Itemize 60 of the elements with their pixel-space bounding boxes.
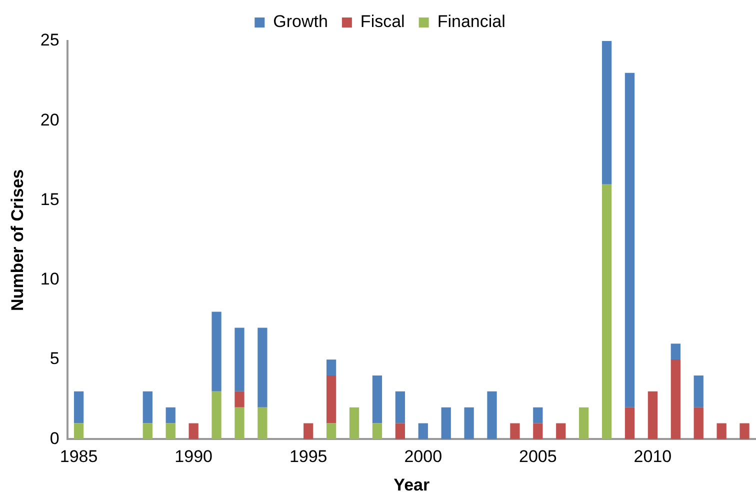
- bar: [234, 391, 244, 408]
- bar: [579, 407, 589, 440]
- x-tick-label: 1995: [289, 447, 328, 466]
- x-tick-label: 2005: [519, 447, 557, 466]
- bar: [441, 407, 451, 440]
- x-tick-label: 1985: [60, 447, 98, 466]
- bar: [556, 423, 566, 440]
- bar: [487, 391, 497, 440]
- bar: [670, 360, 680, 440]
- x-tick-label: 1990: [174, 447, 212, 466]
- bar: [304, 423, 314, 440]
- bar: [694, 375, 704, 408]
- bar: [74, 423, 84, 440]
- bar: [510, 423, 520, 440]
- bar: [326, 360, 336, 376]
- y-axis-title: Number of Crises: [8, 169, 27, 311]
- bar: [326, 375, 336, 424]
- y-tick-label: 15: [40, 190, 60, 209]
- legend-label: Growth: [273, 12, 328, 32]
- bar: [464, 407, 474, 440]
- bar: [533, 423, 543, 440]
- bar: [212, 312, 222, 392]
- y-tick-label: 0: [50, 428, 60, 448]
- y-tick-label: 5: [50, 349, 60, 368]
- bar: [74, 391, 84, 424]
- bar: [602, 184, 612, 440]
- bar: [258, 407, 268, 440]
- legend-label: Financial: [437, 12, 506, 32]
- bar: [372, 423, 382, 440]
- x-tick-label: 2010: [634, 447, 672, 466]
- bar: [740, 423, 750, 440]
- bar: [372, 375, 382, 424]
- x-tick-label: 2000: [404, 447, 442, 466]
- bar: [716, 423, 726, 440]
- bar: [142, 391, 152, 424]
- bar: [670, 344, 680, 360]
- bar: [234, 407, 244, 440]
- bar: [694, 407, 704, 440]
- y-tick-label: 10: [40, 270, 60, 289]
- bar: [326, 423, 336, 440]
- bar: [142, 423, 152, 440]
- bar: [166, 407, 176, 424]
- bar: [188, 423, 198, 440]
- bar: [602, 41, 612, 184]
- bar: [533, 407, 543, 424]
- bar: [648, 391, 658, 440]
- bar: [349, 407, 360, 440]
- bar: [395, 423, 405, 440]
- x-axis-title: Year: [394, 475, 430, 494]
- bar: [395, 391, 405, 424]
- legend-label: Fiscal: [360, 12, 405, 32]
- bar: [166, 423, 176, 440]
- bar: [624, 407, 635, 440]
- bar: [624, 72, 635, 408]
- bar: [258, 328, 268, 408]
- bar: [212, 391, 222, 440]
- y-tick-label: 25: [40, 30, 60, 50]
- bar: [234, 328, 244, 392]
- bar: [418, 423, 428, 440]
- y-tick-label: 20: [40, 110, 60, 130]
